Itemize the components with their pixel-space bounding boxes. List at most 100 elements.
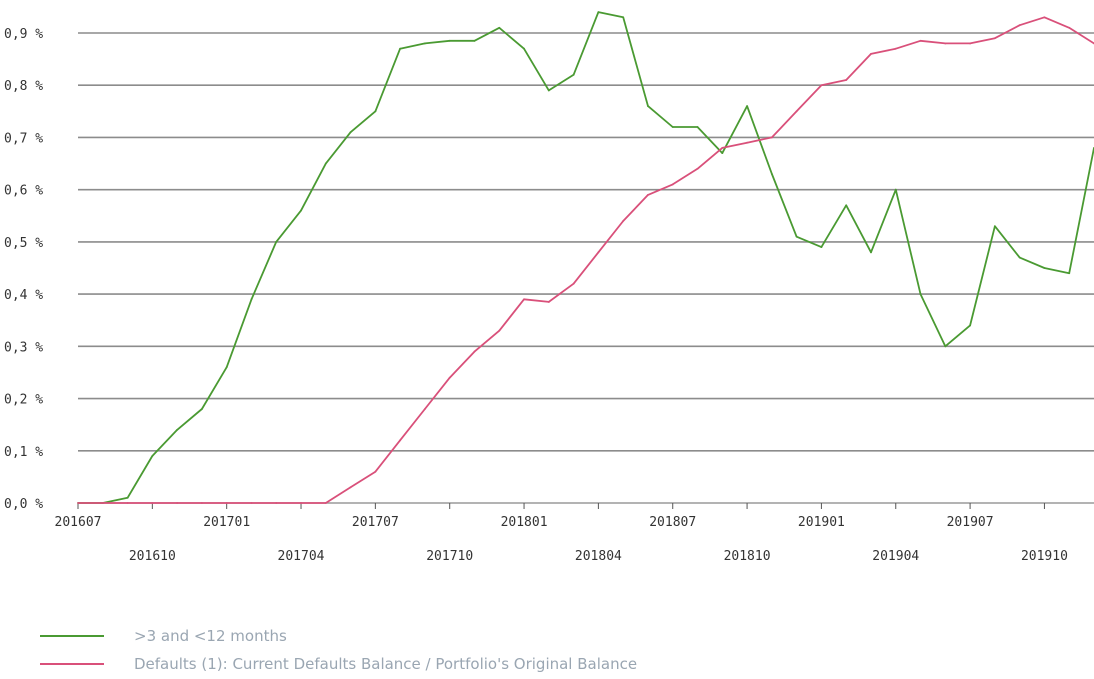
data-point-series-1 xyxy=(622,16,625,19)
data-point-series-1 xyxy=(870,251,872,254)
data-point-series-2 xyxy=(547,301,550,303)
data-point-series-1 xyxy=(770,173,773,175)
data-point-series-2 xyxy=(993,37,996,40)
data-point-series-2 xyxy=(324,502,327,504)
data-point-series-2 xyxy=(622,220,625,222)
y-tick-label: 0,4 % xyxy=(4,288,43,303)
x-tick-label: 201807 xyxy=(649,515,696,530)
series-lines xyxy=(77,11,1094,504)
data-point-series-1 xyxy=(597,11,600,14)
data-point-series-1 xyxy=(349,131,352,134)
x-tick-label: 201610 xyxy=(129,549,176,564)
data-point-series-2 xyxy=(746,141,748,144)
x-tick-label: 201904 xyxy=(872,549,919,564)
data-point-series-1 xyxy=(671,126,674,128)
x-tick-label: 201901 xyxy=(798,515,845,530)
x-tick-label: 201701 xyxy=(203,515,250,530)
legend-item-series-1: >3 and <12 months xyxy=(40,622,637,650)
x-tick-label: 201607 xyxy=(55,515,102,530)
data-point-series-2 xyxy=(151,502,154,504)
data-point-series-2 xyxy=(176,502,179,504)
data-point-series-1 xyxy=(225,366,228,369)
data-point-series-2 xyxy=(201,502,203,504)
data-point-series-2 xyxy=(473,350,476,353)
data-point-series-2 xyxy=(225,502,228,504)
data-point-series-1 xyxy=(324,162,327,165)
data-point-series-2 xyxy=(944,42,947,45)
data-point-series-2 xyxy=(126,502,129,504)
legend-item-series-2: Defaults (1): Current Defaults Balance /… xyxy=(40,650,637,678)
y-tick-label: 0,6 % xyxy=(4,184,43,199)
x-tick-label: 201910 xyxy=(1021,549,1068,564)
data-point-series-2 xyxy=(770,136,773,139)
x-tick-label: 201801 xyxy=(501,515,548,530)
data-point-series-2 xyxy=(820,84,823,87)
data-point-series-2 xyxy=(894,47,897,50)
data-point-series-2 xyxy=(399,439,402,442)
data-point-series-2 xyxy=(969,42,971,45)
data-point-series-2 xyxy=(1018,24,1021,27)
data-point-series-1 xyxy=(399,47,402,50)
legend-swatch-series-2 xyxy=(40,663,104,665)
data-point-series-2 xyxy=(1043,16,1046,19)
x-tick-label: 201707 xyxy=(352,515,399,530)
data-point-series-2 xyxy=(795,110,798,113)
data-point-series-1 xyxy=(894,188,897,191)
data-point-series-2 xyxy=(374,470,377,473)
data-point-series-2 xyxy=(275,502,278,504)
data-point-series-1 xyxy=(151,455,154,457)
data-point-series-1 xyxy=(919,293,922,296)
data-point-series-1 xyxy=(448,39,451,42)
series-line-2 xyxy=(78,16,1094,504)
data-point-series-2 xyxy=(300,502,302,504)
data-point-series-1 xyxy=(795,235,798,238)
data-point-series-1 xyxy=(993,225,996,228)
data-point-series-1 xyxy=(696,126,699,128)
y-tick-label: 0,9 % xyxy=(4,27,43,42)
x-tick-label: 201810 xyxy=(724,549,771,564)
data-point-series-1 xyxy=(1068,272,1071,275)
data-point-series-2 xyxy=(523,298,525,301)
line-chart: 0,0 % 0,1 % 0,2 % 0,3 % 0,4 % 0,5 % 0,6 % 0,7 %… xyxy=(4,11,1094,564)
data-point-series-1 xyxy=(498,26,501,29)
y-axis-ticks: 0,0 % 0,1 % 0,2 % 0,3 % 0,4 % 0,5 % 0,6 % 0,7 %… xyxy=(4,27,43,512)
data-point-series-2 xyxy=(870,52,872,55)
x-tick-label: 201907 xyxy=(947,515,994,530)
data-point-series-1 xyxy=(201,408,203,410)
data-point-series-2 xyxy=(671,183,674,186)
data-point-series-1 xyxy=(473,39,476,42)
data-point-series-1 xyxy=(547,89,550,92)
data-point-series-1 xyxy=(424,42,426,45)
series-line-1 xyxy=(78,11,1094,504)
x-axis: 201607 201701 201707 201801 201807 201901 2019… xyxy=(55,503,1068,564)
data-point-series-2 xyxy=(696,167,699,170)
data-point-series-1 xyxy=(126,496,129,499)
x-tick-label: 201710 xyxy=(426,549,473,564)
legend-label-series-2: Defaults (1): Current Defaults Balance /… xyxy=(134,655,638,673)
data-point-series-1 xyxy=(1018,256,1021,259)
data-point-series-2 xyxy=(845,79,848,81)
y-tick-label: 0,0 % xyxy=(4,497,43,512)
x-tick-label: 201704 xyxy=(278,549,325,564)
data-point-series-1 xyxy=(572,73,575,76)
data-point-series-2 xyxy=(647,193,649,196)
data-point-series-1 xyxy=(176,428,179,431)
data-point-series-2 xyxy=(572,282,575,285)
data-point-series-1 xyxy=(944,345,947,348)
data-point-series-1 xyxy=(721,152,724,155)
data-point-series-2 xyxy=(349,486,352,489)
data-point-series-2 xyxy=(424,408,426,410)
data-point-series-1 xyxy=(300,209,302,212)
y-tick-label: 0,1 % xyxy=(4,445,43,460)
legend-label-series-1: >3 and <12 months xyxy=(134,627,287,645)
data-point-series-2 xyxy=(498,329,501,332)
y-tick-label: 0,2 % xyxy=(4,393,43,408)
data-point-series-2 xyxy=(77,502,79,504)
y-tick-label: 0,5 % xyxy=(4,236,43,251)
data-point-series-2 xyxy=(919,39,922,42)
legend-swatch-series-1 xyxy=(40,635,104,637)
data-point-series-1 xyxy=(969,324,971,327)
y-tick-label: 0,8 % xyxy=(4,79,43,94)
y-tick-label: 0,3 % xyxy=(4,340,43,355)
